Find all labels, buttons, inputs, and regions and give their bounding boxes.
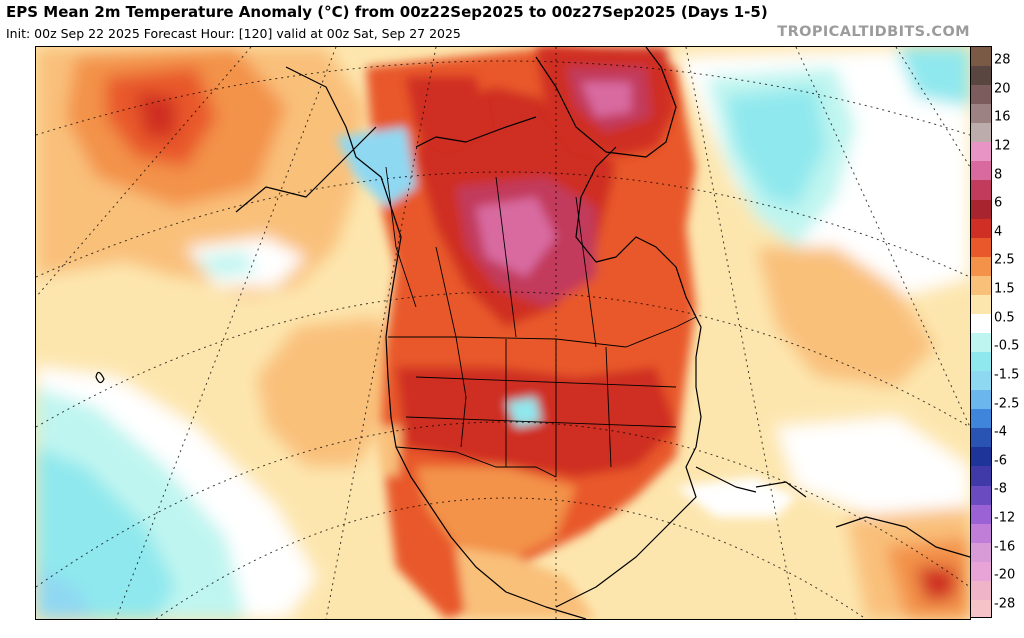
colorbar-swatch <box>971 47 991 67</box>
greenland-field <box>406 47 676 157</box>
colorbar-labels: 28 20 16 12 8 6 4 2.5 1.5 0.5 -0.5 -1.5 -2.5 -4 -6 -8 -1… <box>994 46 1024 618</box>
colorbar-swatch <box>971 333 991 353</box>
colorbar-swatch <box>971 428 991 448</box>
colorbar-swatch <box>971 352 991 372</box>
colorbar-tick-label: 1.5 <box>994 281 1015 297</box>
graticule <box>36 47 970 619</box>
colorbar-swatch <box>971 199 991 220</box>
atlantic-field <box>676 47 970 619</box>
colorbar-swatch <box>971 466 991 487</box>
colorbar-tick-label: 0.5 <box>994 310 1015 326</box>
colorbar-swatch <box>971 542 991 563</box>
colorbar-tick-label: 4 <box>994 224 1003 240</box>
colorbar-swatch <box>971 409 991 429</box>
chart-title: EPS Mean 2m Temperature Anomaly (°C) fro… <box>6 3 768 21</box>
colorbar-swatch <box>971 218 991 239</box>
colorbar-tick-label: 16 <box>994 109 1011 125</box>
colorbar-swatch <box>971 104 991 124</box>
colorbar-tick-label: 8 <box>994 167 1003 183</box>
colorbar-swatch <box>971 256 991 277</box>
colorbar-swatch <box>971 161 991 182</box>
colorbar-tick-label: -16 <box>994 539 1016 555</box>
colorbar-tick-label: -20 <box>994 567 1016 583</box>
coastlines <box>95 47 970 619</box>
header: EPS Mean 2m Temperature Anomaly (°C) fro… <box>0 0 1024 46</box>
colorbar-swatch <box>971 599 991 617</box>
colorbar-swatch <box>971 523 991 544</box>
colorbar <box>970 46 992 618</box>
chart-subtitle: Init: 00z Sep 22 2025 Forecast Hour: [12… <box>6 26 461 41</box>
colorbar-swatch <box>971 371 991 391</box>
colorbar-swatch <box>971 294 991 315</box>
colorbar-swatch <box>971 237 991 258</box>
colorbar-tick-label: -2.5 <box>994 396 1020 412</box>
colorbar-swatch <box>971 390 991 410</box>
colorbar-tick-label: 20 <box>994 81 1011 97</box>
colorbar-tick-label: 28 <box>994 52 1011 68</box>
colorbar-tick-label: 12 <box>994 138 1011 154</box>
colorbar-tick-label: 2.5 <box>994 252 1015 268</box>
colorbar-tick-label: -1.5 <box>994 367 1020 383</box>
colorbar-swatch <box>971 142 991 162</box>
brand-watermark: TROPICALTIDBITS.COM <box>777 24 970 40</box>
temperature-anomaly-map <box>35 46 971 620</box>
colorbar-swatch <box>971 447 991 468</box>
central-america-field <box>596 477 796 619</box>
political-borders <box>385 166 697 478</box>
colorbar-tick-label: -4 <box>994 424 1007 440</box>
colorbar-tick-label: -28 <box>994 596 1016 612</box>
colorbar-swatch <box>971 561 991 582</box>
colorbar-tick-label: -0.5 <box>994 338 1020 354</box>
colorbar-tick-label: -8 <box>994 481 1007 497</box>
north-america-field <box>336 47 696 619</box>
colorbar-swatch <box>971 180 991 201</box>
colorbar-swatch <box>971 275 991 296</box>
colorbar-swatch <box>971 85 991 105</box>
colorbar-tick-label: 6 <box>994 195 1003 211</box>
pacific-field <box>36 47 406 619</box>
colorbar-swatch <box>971 580 991 601</box>
colorbar-tick-label: -12 <box>994 510 1016 526</box>
colorbar-swatch <box>971 504 991 525</box>
colorbar-swatch <box>971 66 991 86</box>
colorbar-tick-label: -6 <box>994 453 1007 469</box>
colorbar-swatch <box>971 485 991 506</box>
colorbar-swatch <box>971 313 991 334</box>
colorbar-swatch <box>971 123 991 143</box>
